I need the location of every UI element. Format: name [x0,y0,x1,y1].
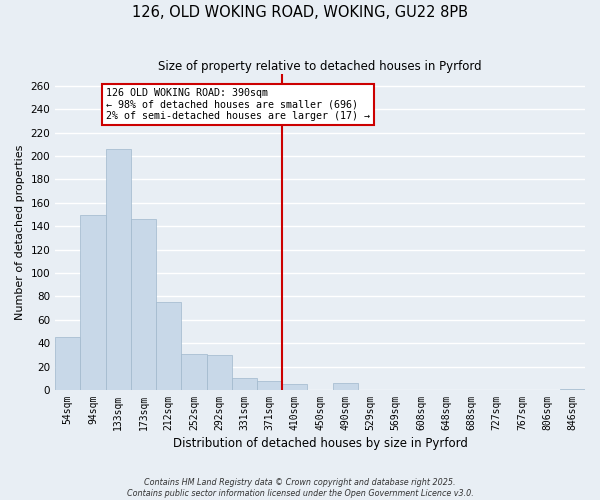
Bar [131,219,156,390]
Bar [232,378,257,390]
Text: Contains HM Land Registry data © Crown copyright and database right 2025.
Contai: Contains HM Land Registry data © Crown c… [127,478,473,498]
Bar [206,355,232,390]
Bar [80,214,106,390]
Title: Size of property relative to detached houses in Pyrford: Size of property relative to detached ho… [158,60,482,73]
Bar [332,383,358,390]
Bar [181,354,206,390]
Bar [282,384,307,390]
Bar [156,302,181,390]
Text: 126 OLD WOKING ROAD: 390sqm
← 98% of detached houses are smaller (696)
2% of sem: 126 OLD WOKING ROAD: 390sqm ← 98% of det… [106,88,370,122]
X-axis label: Distribution of detached houses by size in Pyrford: Distribution of detached houses by size … [173,437,467,450]
Y-axis label: Number of detached properties: Number of detached properties [15,144,25,320]
Bar [257,380,282,390]
Bar [106,149,131,390]
Bar [55,338,80,390]
Text: 126, OLD WOKING ROAD, WOKING, GU22 8PB: 126, OLD WOKING ROAD, WOKING, GU22 8PB [132,5,468,20]
Bar [560,389,585,390]
